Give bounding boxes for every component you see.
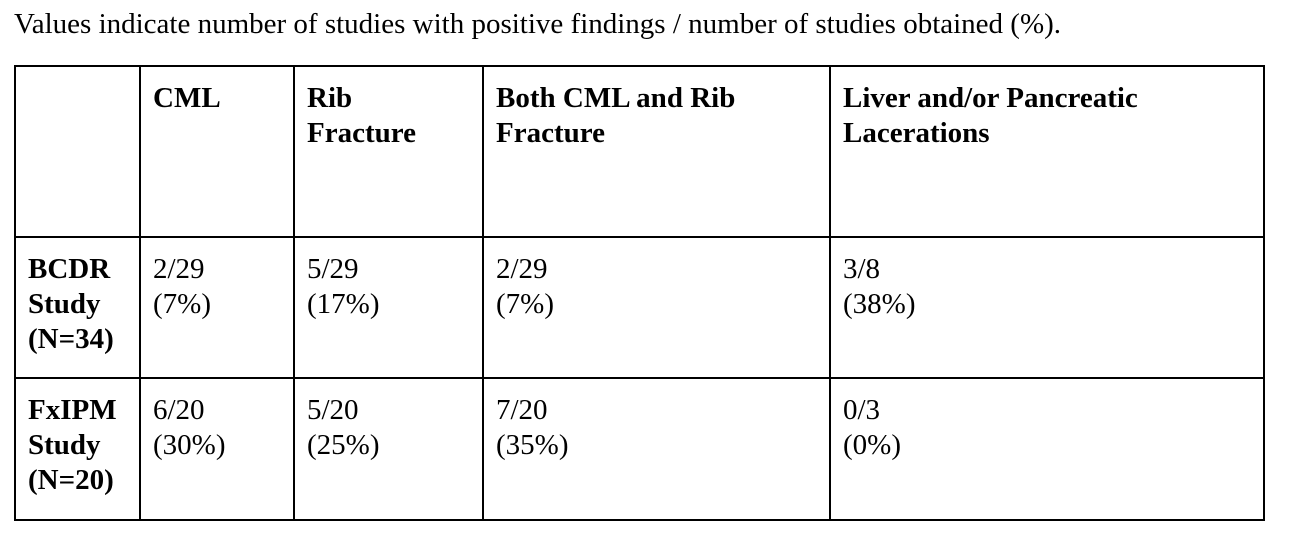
table-row-bcdr: BCDR Study (N=34) 2/29 (7%) 5/29 (17%) 2… <box>14 236 1265 379</box>
cell-count: 2/29 <box>153 253 205 285</box>
header-cell-cml: CML <box>139 65 295 238</box>
row-header-bcdr: BCDR Study (N=34) <box>14 236 141 379</box>
cell-percent: (38%) <box>843 288 916 320</box>
row-header-fxipm: FxIPM Study (N=20) <box>14 377 141 521</box>
header-text: Liver and/or Pancreatic <box>843 82 1138 114</box>
header-cell-lacerations: Liver and/or Pancreatic Lacerations <box>829 65 1265 238</box>
cell-percent: (7%) <box>153 288 211 320</box>
table-cell: 5/29 (17%) <box>293 236 484 379</box>
cell-count: 7/20 <box>496 394 548 426</box>
cell-count: 5/29 <box>307 253 359 285</box>
header-text: CML <box>153 82 221 114</box>
header-text: Lacerations <box>843 117 990 149</box>
table-cell: 5/20 (25%) <box>293 377 484 521</box>
table-row-fxipm: FxIPM Study (N=20) 6/20 (30%) 5/20 (25%)… <box>14 377 1265 521</box>
row-header-text: BCDR <box>28 253 111 285</box>
table-cell: 2/29 (7%) <box>482 236 831 379</box>
header-text: Fracture <box>307 117 416 149</box>
table-header-row: CML Rib Fracture Both CML and Rib Fractu… <box>14 65 1265 238</box>
row-header-text: Study <box>28 429 101 461</box>
table-cell: 3/8 (38%) <box>829 236 1265 379</box>
table-caption: Values indicate number of studies with p… <box>14 8 1062 40</box>
cell-count: 3/8 <box>843 253 881 285</box>
cell-count: 2/29 <box>496 253 548 285</box>
row-header-text: (N=20) <box>28 464 114 496</box>
cell-percent: (35%) <box>496 429 569 461</box>
header-text: Both CML and Rib <box>496 82 736 114</box>
cell-percent: (30%) <box>153 429 226 461</box>
cell-percent: (25%) <box>307 429 380 461</box>
header-cell-empty <box>14 65 141 238</box>
row-header-text: FxIPM <box>28 394 117 426</box>
cell-count: 6/20 <box>153 394 205 426</box>
header-text: Fracture <box>496 117 605 149</box>
cell-percent: (7%) <box>496 288 554 320</box>
findings-table: CML Rib Fracture Both CML and Rib Fractu… <box>14 65 1265 521</box>
header-text: Rib <box>307 82 353 114</box>
header-cell-both: Both CML and Rib Fracture <box>482 65 831 238</box>
table-cell: 2/29 (7%) <box>139 236 295 379</box>
cell-percent: (0%) <box>843 429 901 461</box>
table-cell: 0/3 (0%) <box>829 377 1265 521</box>
cell-percent: (17%) <box>307 288 380 320</box>
row-header-text: (N=34) <box>28 323 114 355</box>
cell-count: 5/20 <box>307 394 359 426</box>
row-header-text: Study <box>28 288 101 320</box>
header-cell-rib-fracture: Rib Fracture <box>293 65 484 238</box>
cell-count: 0/3 <box>843 394 881 426</box>
table-cell: 6/20 (30%) <box>139 377 295 521</box>
table-cell: 7/20 (35%) <box>482 377 831 521</box>
